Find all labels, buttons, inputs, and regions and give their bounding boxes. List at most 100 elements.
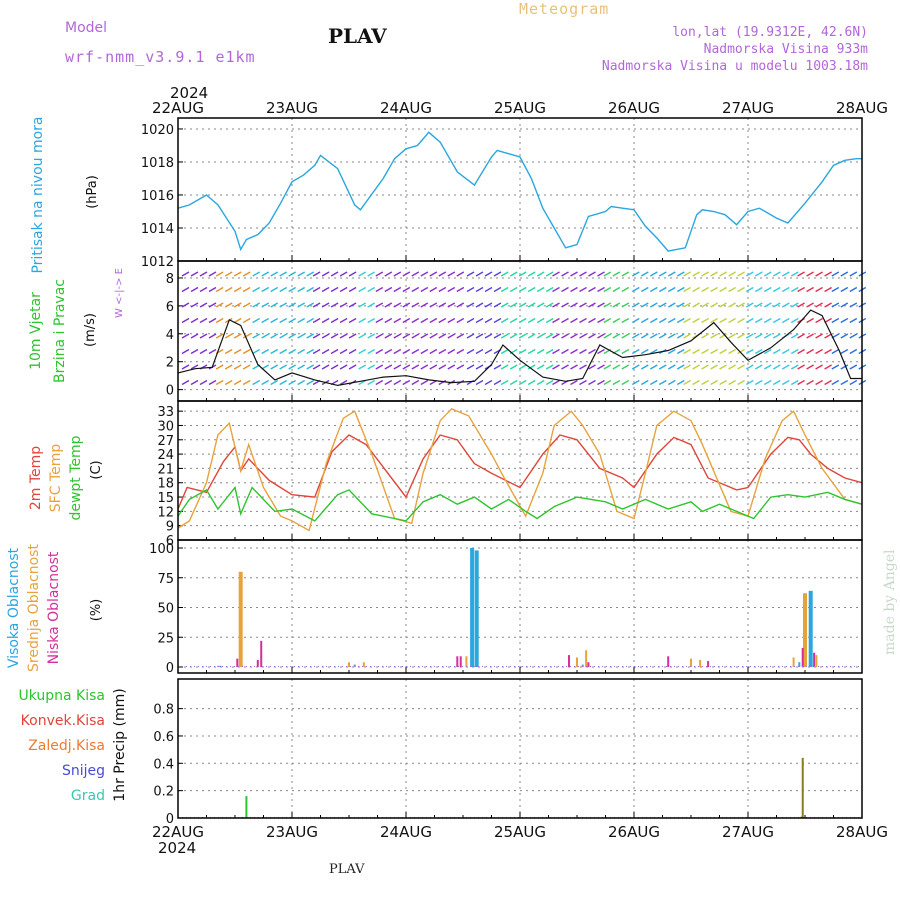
wind-barb — [579, 348, 587, 355]
wind-barb — [649, 333, 658, 339]
wind-barb — [667, 302, 676, 308]
wind-barb — [279, 364, 288, 370]
wind-barb — [710, 379, 718, 386]
wind-barb — [279, 286, 288, 293]
wind-barb — [728, 271, 736, 277]
wind-barb — [339, 302, 348, 308]
wind-barb — [831, 302, 840, 308]
temperature-ytick-label: 6 — [166, 534, 174, 549]
wind-barb — [484, 348, 493, 355]
wind-barb — [545, 271, 554, 277]
wind-barb — [297, 302, 306, 308]
wind-barb — [466, 364, 475, 370]
wind-barb — [312, 302, 321, 308]
wind-barb — [667, 286, 676, 293]
wind-barb — [737, 271, 745, 277]
precipitation-ytick-label: 0.8 — [153, 703, 174, 718]
wind-barb — [348, 286, 357, 293]
wind-barb — [190, 271, 199, 277]
wind-barb — [545, 286, 554, 293]
temp-ylabel-2: dewpt Temp — [68, 435, 84, 520]
wind-barb — [676, 333, 685, 339]
wind-barb — [781, 271, 790, 277]
wind-barb — [270, 317, 279, 324]
wind-barb — [181, 364, 190, 370]
wind-barb — [500, 302, 509, 308]
wind-barb — [190, 348, 199, 355]
wind-barb — [500, 348, 509, 355]
wind-barb — [545, 348, 554, 355]
wind-barb — [790, 271, 799, 277]
wind-barb — [199, 317, 208, 324]
wind-barb — [649, 302, 658, 308]
wind-barb — [411, 364, 420, 370]
wind-barb — [199, 271, 208, 277]
temp-ylabel-0: 2m Temp — [28, 446, 44, 510]
wind-barb — [321, 302, 330, 308]
wind-barb — [475, 302, 484, 308]
wind-barb — [763, 379, 772, 386]
clouds-ytick-label: 100 — [149, 542, 174, 557]
wind-barb — [500, 379, 509, 386]
wind-barb — [321, 333, 330, 339]
clouds-bar — [690, 658, 692, 667]
wind-barb — [242, 333, 251, 339]
precipitation-ytick-label: 0.2 — [153, 785, 174, 800]
wind-barb — [737, 364, 745, 370]
wind-barb — [306, 364, 315, 370]
clouds-bar — [792, 657, 795, 667]
wind-barb — [849, 271, 858, 277]
clouds-bar — [456, 656, 459, 667]
wind-barb — [728, 364, 736, 370]
wind-barb — [806, 317, 814, 324]
wind-barb — [447, 364, 456, 370]
wind-barb — [500, 286, 509, 293]
precipitation-frame — [177, 678, 863, 819]
wind-barb — [484, 286, 493, 293]
wind-barb — [288, 286, 297, 293]
wind-barb — [402, 364, 411, 370]
wind-barb — [233, 364, 242, 370]
wind-barb — [745, 302, 754, 308]
wind-barb — [252, 271, 261, 277]
wind-barb — [701, 348, 709, 355]
wind-barb — [545, 302, 554, 308]
wind-barb — [375, 302, 384, 308]
wind-barb — [840, 271, 849, 277]
wind-barb — [208, 302, 217, 308]
wind-barb — [358, 333, 367, 339]
wind-barb — [710, 302, 718, 308]
wind-barb — [367, 302, 376, 308]
wind-barb — [561, 348, 569, 355]
wind-barb — [570, 271, 578, 277]
wind-barb — [429, 317, 438, 324]
wind-barb — [348, 333, 357, 339]
temperature-ytick-label: 12 — [157, 505, 174, 520]
clouds-bar — [348, 662, 350, 667]
wind-barb — [683, 317, 691, 324]
wind-barb — [824, 333, 832, 339]
wind-barb — [312, 271, 321, 277]
wind-barb — [806, 348, 814, 355]
wind-barb — [781, 302, 790, 308]
wind-barb — [676, 271, 685, 277]
wind-barb — [297, 286, 306, 293]
wind-barb — [466, 286, 475, 293]
wind-barb — [640, 286, 649, 293]
clouds-bar — [219, 665, 222, 667]
wind-barb — [509, 333, 518, 339]
wind-barb — [358, 286, 367, 293]
wind-ylabel-line1: 10m Vjetar — [28, 292, 44, 370]
wind-barb — [393, 286, 402, 293]
wind-barb — [384, 379, 393, 386]
wind-barb — [384, 333, 393, 339]
precip-legend-1: Konvek.Kisa — [21, 713, 105, 729]
clouds-bar — [362, 662, 365, 667]
wind-barb — [667, 333, 676, 339]
wind-barb — [288, 348, 297, 355]
wind-barb — [737, 333, 745, 339]
wind-barb — [719, 348, 727, 355]
wind-barb — [831, 364, 840, 370]
wind-barb — [224, 348, 233, 355]
wind-barb — [456, 317, 465, 324]
